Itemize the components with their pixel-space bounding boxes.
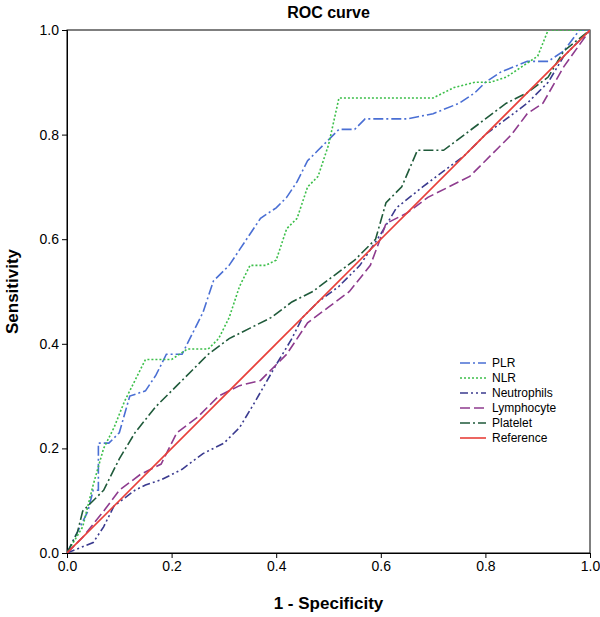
legend-entry: Platelet (460, 416, 533, 430)
legend-swatch (460, 407, 486, 409)
tick: 1.0 (40, 22, 67, 38)
tick-mark (62, 448, 67, 449)
tick-mark (62, 135, 67, 136)
tick-mark (62, 239, 67, 240)
y-axis-title: Sensitivity (3, 248, 22, 334)
roc-line (67, 30, 590, 553)
tick-label: 0.0 (58, 558, 78, 574)
legend-label: Neutrophils (492, 386, 553, 400)
tick-label: 0.0 (40, 545, 60, 561)
axis-line (62, 31, 68, 554)
axis-line (68, 554, 591, 559)
tick: 0.8 (476, 553, 496, 574)
tick-mark (62, 30, 67, 31)
legend-entry: Neutrophils (460, 386, 553, 400)
tick: 0.0 (58, 553, 78, 574)
chart: 0.00.20.40.60.81.00.00.20.40.60.81.0PLRN… (0, 0, 600, 617)
tick-label: 0.6 (40, 231, 60, 247)
tick: 0.6 (40, 231, 67, 247)
legend-entry: Lymphocyte (460, 401, 557, 415)
roc-line (67, 30, 590, 553)
tick-label: 0.4 (267, 558, 287, 574)
legend-entry: Reference (460, 431, 548, 445)
legend-label: Platelet (492, 416, 533, 430)
tick-label: 1.0 (40, 22, 60, 38)
x-axis: 0.0 0.2 0.4 0.6 0.8 1.0 (58, 553, 600, 574)
legend-swatch (460, 392, 486, 394)
tick: 1.0 (581, 553, 600, 574)
roc-line (67, 30, 590, 553)
legend: PLRNLRNeutrophilsLymphocytePlateletRefer… (460, 356, 557, 445)
y-axis: 0.0 0.2 0.4 0.6 0.8 1.0 (40, 22, 68, 561)
tick: 0.8 (40, 127, 67, 143)
tick: 0.2 (40, 440, 67, 456)
legend-swatch (460, 377, 486, 379)
tick-label: 1.0 (581, 558, 600, 574)
tick: 0.4 (40, 336, 67, 352)
tick-label: 0.2 (40, 440, 60, 456)
tick: 0.2 (162, 553, 182, 574)
tick-mark (62, 553, 67, 554)
tick-mark (62, 344, 67, 345)
tick-label: 0.6 (372, 558, 392, 574)
tick: 0.0 (40, 545, 67, 561)
tick-label: 0.8 (40, 127, 60, 143)
tick-label: 0.4 (40, 336, 60, 352)
x-axis-title: 1 - Specificity (274, 594, 384, 613)
roc-line (67, 30, 590, 553)
tick-label: 0.2 (162, 558, 182, 574)
tick-label: 0.8 (476, 558, 496, 574)
roc-line (67, 30, 590, 553)
plot: 0.00.20.40.60.81.00.00.20.40.60.81.0PLRN… (40, 22, 600, 574)
legend-swatch (460, 422, 486, 424)
roc-line (67, 30, 590, 553)
legend-label: NLR (492, 371, 516, 385)
tick: 0.4 (267, 553, 287, 574)
legend-entry: NLR (460, 371, 516, 385)
legend-entry: PLR (460, 356, 516, 370)
legend-swatch (460, 362, 486, 364)
legend-label: Lymphocyte (492, 401, 557, 415)
lines (67, 30, 590, 553)
legend-label: Reference (492, 431, 548, 445)
plot-frame (67, 30, 590, 553)
title: ROC curve (287, 4, 370, 21)
legend-swatch (460, 437, 486, 439)
tick: 0.6 (372, 553, 392, 574)
legend-label: PLR (492, 356, 516, 370)
